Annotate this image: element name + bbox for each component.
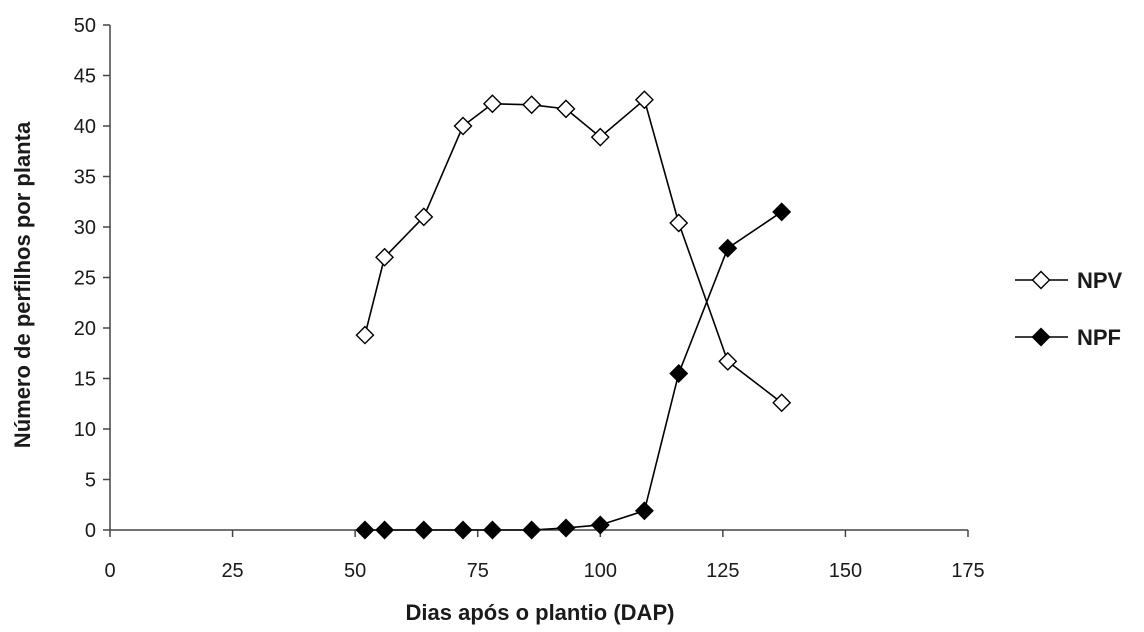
data-point-npv	[375, 247, 395, 267]
legend-label-npv: NPV	[1077, 268, 1123, 293]
series-npv	[355, 90, 792, 413]
data-point-npv	[414, 207, 434, 227]
data-point-npv	[718, 351, 738, 371]
data-point-npf	[772, 202, 792, 222]
data-point-npf	[355, 520, 375, 540]
y-tick-label: 25	[74, 268, 96, 290]
data-point-npf	[718, 238, 738, 258]
data-point-npf	[634, 501, 654, 521]
x-tick-label: 50	[344, 560, 366, 582]
x-tick-label: 0	[104, 560, 115, 582]
x-tick-label: 100	[584, 560, 617, 582]
data-point-npf	[522, 520, 542, 540]
legend-marker-npf	[1031, 327, 1051, 347]
data-point-npf	[590, 515, 610, 535]
x-axis-title: Dias após o plantio (DAP)	[406, 600, 675, 625]
data-point-npf	[414, 520, 434, 540]
data-point-npf	[556, 518, 576, 538]
x-tick-label: 125	[706, 560, 739, 582]
data-point-npv	[772, 393, 792, 413]
y-tick-label: 40	[74, 116, 96, 138]
series-layer	[355, 90, 792, 540]
y-tick-label: 30	[74, 217, 96, 239]
data-point-npv	[634, 90, 654, 110]
data-point-npv	[482, 94, 502, 114]
y-tick-label: 35	[74, 167, 96, 189]
y-tick-label: 45	[74, 66, 96, 88]
series-line-npf	[364, 211, 783, 531]
y-axis-title: Número de perfilhos por planta	[10, 121, 35, 448]
data-point-npv	[590, 127, 610, 147]
data-point-npv	[355, 325, 375, 345]
legend-label-npf: NPF	[1077, 325, 1121, 350]
data-point-npf	[375, 520, 395, 540]
y-tick-label: 10	[74, 419, 96, 441]
data-point-npf	[453, 520, 473, 540]
x-tick-label: 150	[829, 560, 862, 582]
y-tick-label: 50	[74, 15, 96, 37]
x-tick-label: 175	[951, 560, 984, 582]
y-axis-ticks: 0 5 10 15 20 25 30 35 40 45 50	[74, 15, 110, 542]
data-point-npv	[522, 95, 542, 115]
data-point-npf	[482, 520, 502, 540]
data-point-npf	[669, 363, 689, 383]
series-npf	[355, 202, 792, 540]
legend: NPV NPF	[1015, 268, 1123, 350]
y-tick-label: 0	[85, 520, 96, 542]
x-tick-label: 75	[467, 560, 489, 582]
x-tick-label: 25	[221, 560, 243, 582]
y-tick-label: 20	[74, 318, 96, 340]
series-line-npv	[364, 98, 783, 404]
axes	[109, 25, 968, 531]
data-point-npv	[556, 99, 576, 119]
y-tick-label: 15	[74, 369, 96, 391]
legend-marker-npv	[1031, 270, 1051, 290]
y-tick-label: 5	[85, 470, 96, 492]
data-point-npv	[669, 213, 689, 233]
data-point-npv	[453, 116, 473, 136]
x-axis-ticks: 0 25 50 75 100 125 150 175	[104, 530, 985, 582]
